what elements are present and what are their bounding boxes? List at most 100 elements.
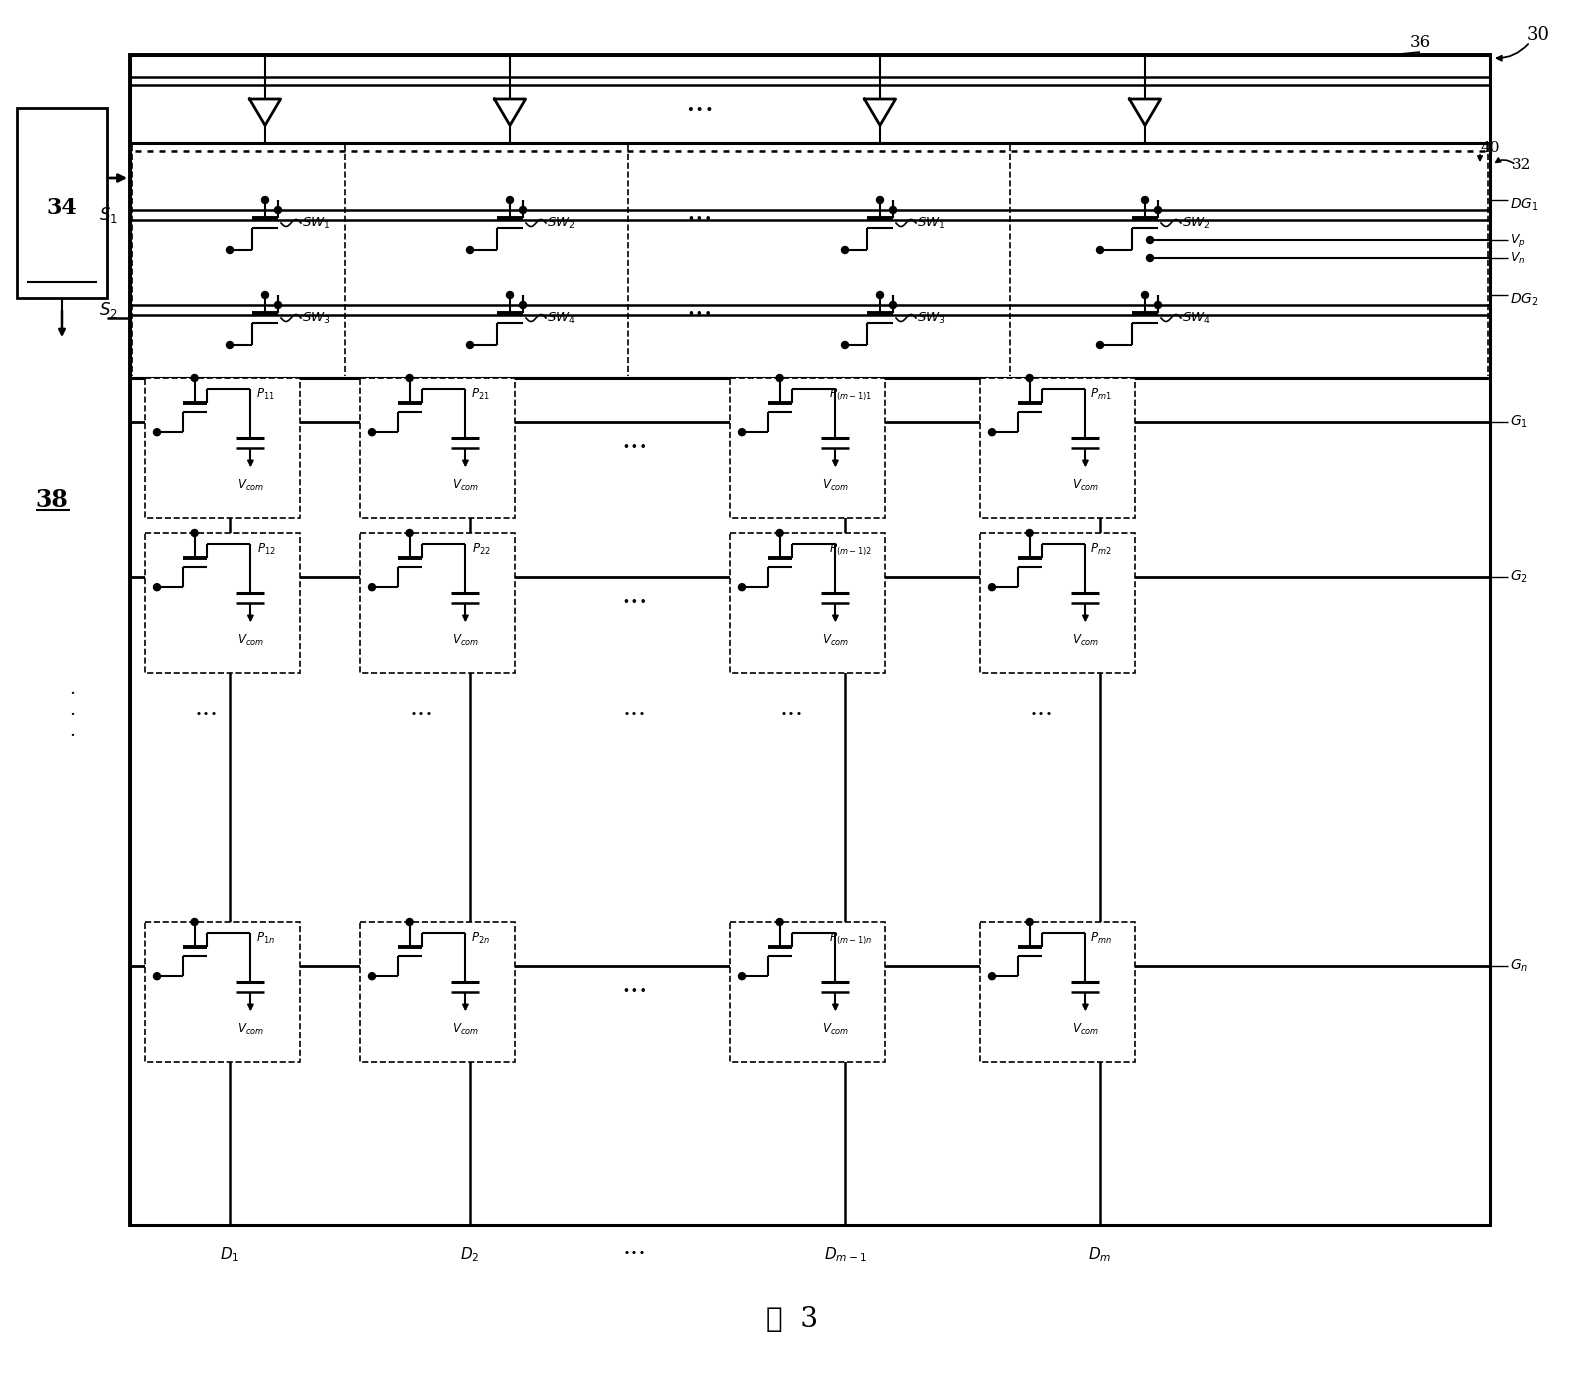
Text: $V_{com}$: $V_{com}$ (822, 632, 849, 647)
Text: 30: 30 (1527, 26, 1549, 44)
Text: $P_{(m-1)n}$: $P_{(m-1)n}$ (828, 930, 873, 947)
Text: $SW_1$: $SW_1$ (917, 215, 946, 230)
Text: 40: 40 (1481, 141, 1500, 155)
Text: $D_m$: $D_m$ (1088, 1246, 1112, 1264)
Text: $V_{com}$: $V_{com}$ (1072, 477, 1099, 493)
Bar (730, 378, 885, 518)
Circle shape (1096, 247, 1104, 254)
Text: $P_{21}$: $P_{21}$ (472, 388, 491, 403)
Circle shape (507, 196, 513, 203)
Text: $P_{2n}$: $P_{2n}$ (472, 932, 491, 947)
Circle shape (776, 374, 782, 381)
Circle shape (988, 584, 995, 591)
Text: $P_{22}$: $P_{22}$ (472, 542, 491, 558)
Text: ···: ··· (621, 589, 648, 617)
Circle shape (192, 530, 198, 537)
Bar (130, 55, 1491, 144)
Bar (130, 144, 1491, 378)
Circle shape (467, 341, 474, 349)
Circle shape (520, 301, 526, 309)
Text: 34: 34 (46, 197, 78, 219)
Text: $SW_4$: $SW_4$ (1182, 310, 1210, 326)
Circle shape (1026, 919, 1033, 926)
Text: $P_{1n}$: $P_{1n}$ (257, 932, 276, 947)
Text: $S_1$: $S_1$ (100, 206, 117, 225)
Circle shape (192, 374, 198, 381)
Text: $V_{com}$: $V_{com}$ (451, 632, 478, 647)
Circle shape (1096, 341, 1104, 349)
Circle shape (738, 584, 746, 591)
Circle shape (192, 919, 198, 926)
Circle shape (841, 247, 849, 254)
Circle shape (776, 530, 782, 537)
Circle shape (1147, 254, 1153, 261)
Text: $D_2$: $D_2$ (461, 1246, 480, 1264)
Text: $SW_4$: $SW_4$ (546, 310, 575, 326)
Text: $SW_1$: $SW_1$ (301, 215, 329, 230)
Circle shape (154, 584, 160, 591)
Circle shape (988, 429, 995, 436)
Circle shape (154, 429, 160, 436)
Text: $DG_2$: $DG_2$ (1510, 291, 1538, 308)
Bar (360, 922, 515, 1063)
Text: $V_{com}$: $V_{com}$ (1072, 632, 1099, 647)
Text: $V_{com}$: $V_{com}$ (451, 1021, 478, 1036)
Bar (730, 533, 885, 673)
Text: $V_n$: $V_n$ (1510, 250, 1525, 265)
Circle shape (261, 291, 269, 298)
Circle shape (369, 429, 375, 436)
Text: ···: ··· (621, 435, 648, 461)
Bar (980, 922, 1136, 1063)
Text: $SW_3$: $SW_3$ (917, 310, 946, 326)
Text: ···: ··· (686, 95, 714, 127)
Text: $P_{12}$: $P_{12}$ (257, 542, 276, 558)
Text: ···: ··· (410, 704, 434, 726)
Text: $DG_1$: $DG_1$ (1510, 197, 1538, 213)
Circle shape (507, 291, 513, 298)
Text: ···: ··· (687, 301, 713, 328)
Circle shape (988, 973, 995, 980)
Text: $D_{m-1}$: $D_{m-1}$ (824, 1246, 866, 1264)
Circle shape (154, 973, 160, 980)
Circle shape (369, 973, 375, 980)
Circle shape (406, 374, 413, 381)
Circle shape (1142, 291, 1148, 298)
Text: $V_{com}$: $V_{com}$ (238, 632, 265, 647)
Circle shape (406, 919, 413, 926)
Bar (980, 533, 1136, 673)
Bar (146, 533, 299, 673)
Circle shape (890, 207, 897, 214)
Text: $V_{com}$: $V_{com}$ (238, 477, 265, 493)
Circle shape (776, 919, 782, 926)
Text: 32: 32 (1513, 157, 1532, 172)
Text: 36: 36 (1410, 33, 1430, 51)
Text: $P_{m2}$: $P_{m2}$ (1090, 542, 1112, 558)
Circle shape (738, 429, 746, 436)
Text: ···: ··· (623, 1243, 646, 1267)
Bar (146, 378, 299, 518)
Circle shape (1147, 236, 1153, 243)
Text: $P_{11}$: $P_{11}$ (257, 388, 276, 403)
Circle shape (261, 196, 269, 203)
Text: $S_2$: $S_2$ (100, 299, 117, 320)
Circle shape (467, 247, 474, 254)
Circle shape (876, 291, 884, 298)
Text: $P_{(m-1)2}$: $P_{(m-1)2}$ (830, 541, 873, 558)
Text: ···: ··· (195, 704, 219, 726)
Circle shape (841, 341, 849, 349)
Bar (130, 55, 1491, 1225)
Text: ·
·
·: · · · (70, 686, 74, 745)
Circle shape (227, 341, 233, 349)
Circle shape (274, 207, 282, 214)
Circle shape (890, 301, 897, 309)
Text: $G_n$: $G_n$ (1510, 958, 1529, 974)
Circle shape (1026, 374, 1033, 381)
Text: $V_{com}$: $V_{com}$ (238, 1021, 265, 1036)
Bar (146, 922, 299, 1063)
Text: $SW_2$: $SW_2$ (546, 215, 575, 230)
Circle shape (1155, 301, 1161, 309)
Text: $V_{com}$: $V_{com}$ (1072, 1021, 1099, 1036)
Circle shape (1026, 530, 1033, 537)
Circle shape (227, 247, 233, 254)
Bar (17, 108, 108, 298)
